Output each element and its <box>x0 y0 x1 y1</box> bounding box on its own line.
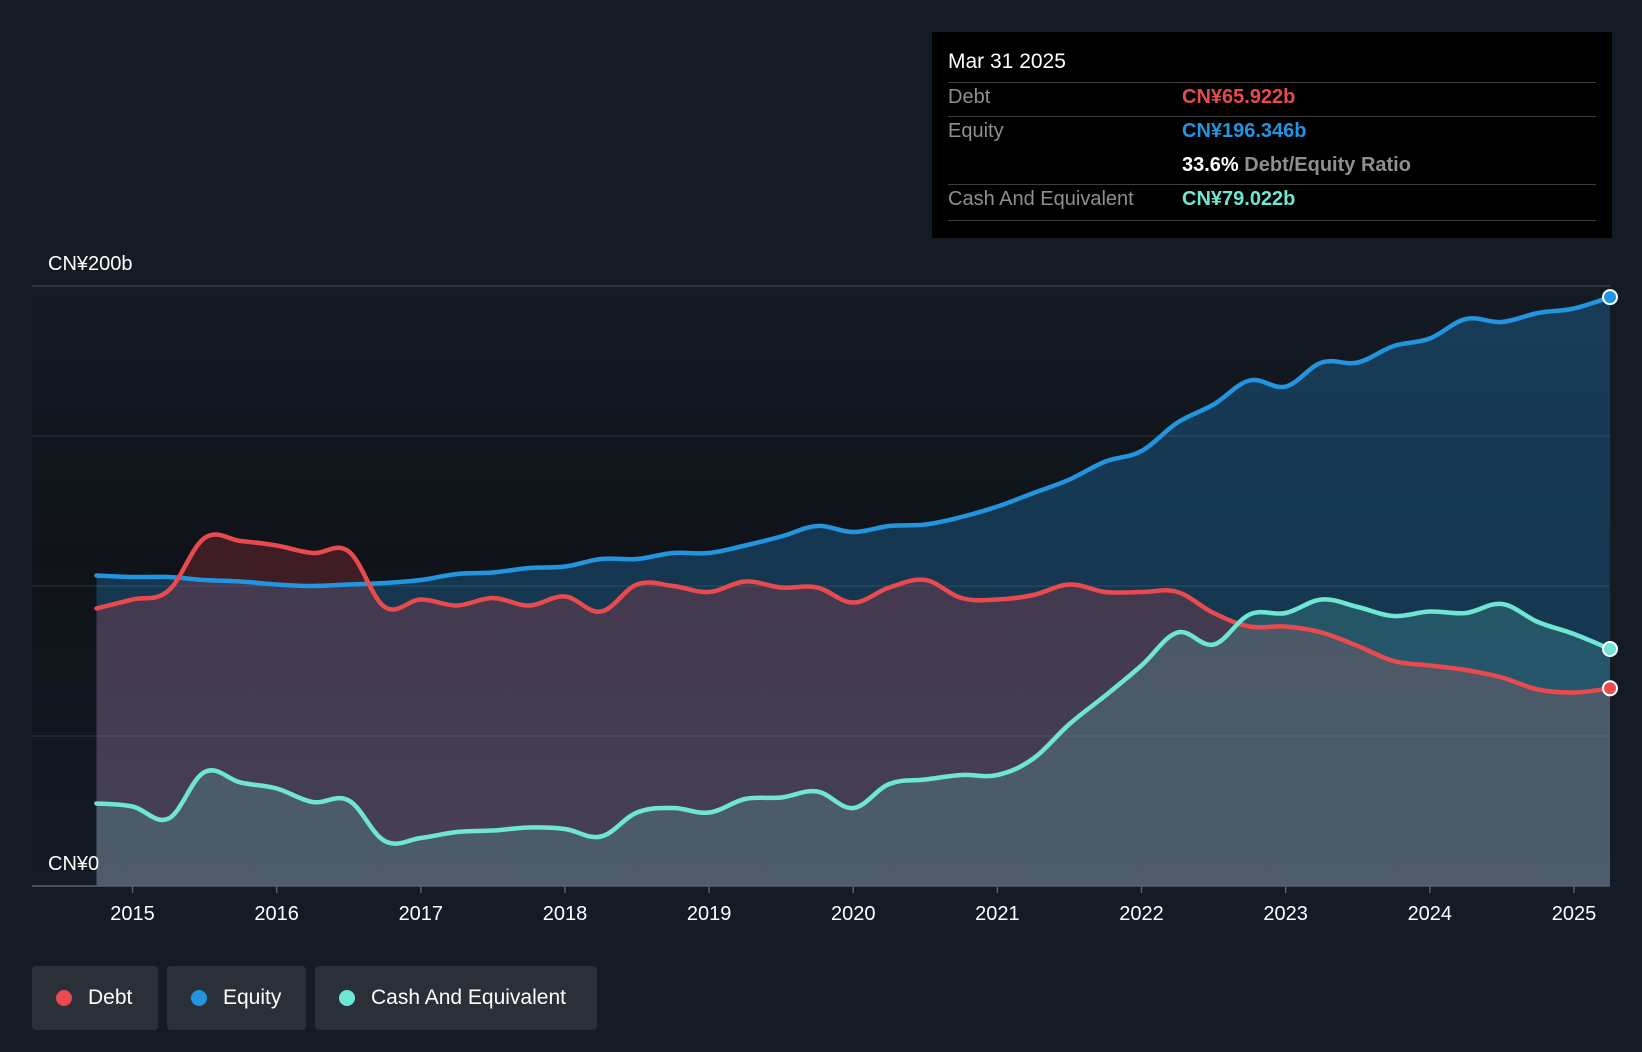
tooltip-divider <box>948 82 1596 83</box>
area-cash-and-equivalent <box>96 599 1610 886</box>
legend-item-debt[interactable]: Debt <box>32 966 158 1030</box>
x-tick-label: 2015 <box>110 903 155 925</box>
legend-dot-icon <box>339 990 355 1006</box>
tooltip-debt-label: Debt <box>948 86 991 108</box>
tooltip-divider <box>948 184 1596 185</box>
x-tick-label: 2022 <box>1119 903 1164 925</box>
series-line-equity <box>94 294 1613 589</box>
series-line-debt <box>94 532 1613 695</box>
end-point-debt <box>1602 680 1618 697</box>
legend-dot-icon <box>191 990 207 1006</box>
tooltip-equity-label: Equity <box>948 120 1004 142</box>
tooltip-cash-label: Cash And Equivalent <box>948 188 1134 210</box>
legend-dot-icon <box>56 990 72 1006</box>
x-tick-label: 2024 <box>1408 903 1453 925</box>
x-tick-label: 2023 <box>1263 903 1308 925</box>
x-tick-label: 2020 <box>831 903 876 925</box>
legend-item-cash[interactable]: Cash And Equivalent <box>315 966 597 1030</box>
end-point-equity <box>1602 289 1618 306</box>
tooltip-ratio-value: 33.6% <box>1182 154 1239 176</box>
legend-label: Cash And Equivalent <box>371 986 566 1009</box>
tooltip-debt-value: CN¥65.922b <box>1182 86 1296 108</box>
legend-label: Equity <box>223 986 282 1009</box>
y-tick-label-top: CN¥200b <box>48 253 133 275</box>
tooltip-ratio: 33.6% Debt/Equity Ratio <box>1182 154 1411 177</box>
x-tick-label: 2021 <box>975 903 1020 925</box>
legend: Debt Equity Cash And Equivalent <box>32 966 597 1030</box>
x-tick-label: 2025 <box>1552 903 1597 925</box>
tooltip-divider <box>948 116 1596 117</box>
tooltip: Mar 31 2025 Debt CN¥65.922b Equity CN¥19… <box>932 32 1612 238</box>
tooltip-divider <box>948 220 1596 221</box>
tooltip-ratio-label: Debt/Equity Ratio <box>1244 154 1411 176</box>
x-tick-label: 2018 <box>543 903 588 925</box>
x-tick-label: 2019 <box>687 903 732 925</box>
tooltip-date: Mar 31 2025 <box>948 50 1066 73</box>
series-line-cash-and-equivalent <box>94 597 1613 846</box>
tooltip-equity-value: CN¥196.346b <box>1182 120 1307 142</box>
end-point-cash-and-equivalent <box>1602 641 1618 657</box>
area-equity <box>96 297 1610 887</box>
legend-item-equity[interactable]: Equity <box>167 966 306 1030</box>
y-tick-label-bottom: CN¥0 <box>48 853 99 875</box>
legend-label: Debt <box>88 986 133 1009</box>
x-tick-label: 2017 <box>399 903 444 925</box>
tooltip-cash-value: CN¥79.022b <box>1182 188 1296 210</box>
x-tick-label: 2016 <box>254 903 299 925</box>
